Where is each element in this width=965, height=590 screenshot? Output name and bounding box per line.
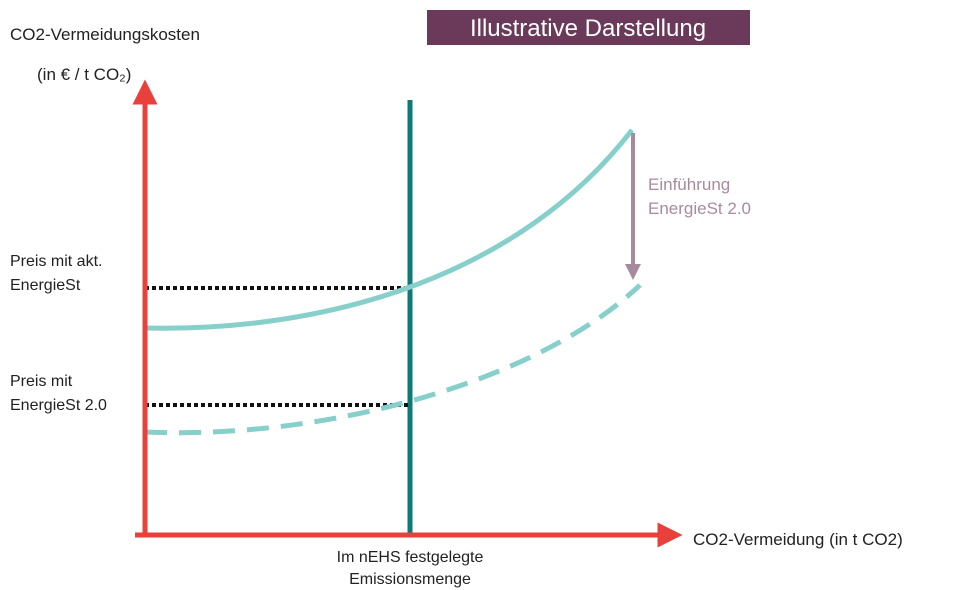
title: Illustrative Darstellung [470,15,706,42]
x-axis-label: CO2-Vermeidung (in t CO2) [693,530,903,549]
cap-label: Emissionsmenge [349,571,471,588]
y-axis-unit: (in € / t CO₂) [37,65,131,84]
cost-curve-new [144,283,642,436]
cost-curve-current [144,128,634,331]
shift-label: EnergieSt 2.0 [648,199,751,218]
y-axis-label: CO2-Vermeidungskosten [10,25,200,44]
cap-label: Im nEHS festgelegte [337,549,484,566]
price-new-label: Preis mit [10,373,73,390]
price-current-label: Preis mit akt. [10,253,102,270]
price-current-label: EnergieSt [10,277,81,294]
shift-label: Einführung [648,175,730,194]
title-box [427,10,750,45]
price-new-label: EnergieSt 2.0 [10,397,107,414]
